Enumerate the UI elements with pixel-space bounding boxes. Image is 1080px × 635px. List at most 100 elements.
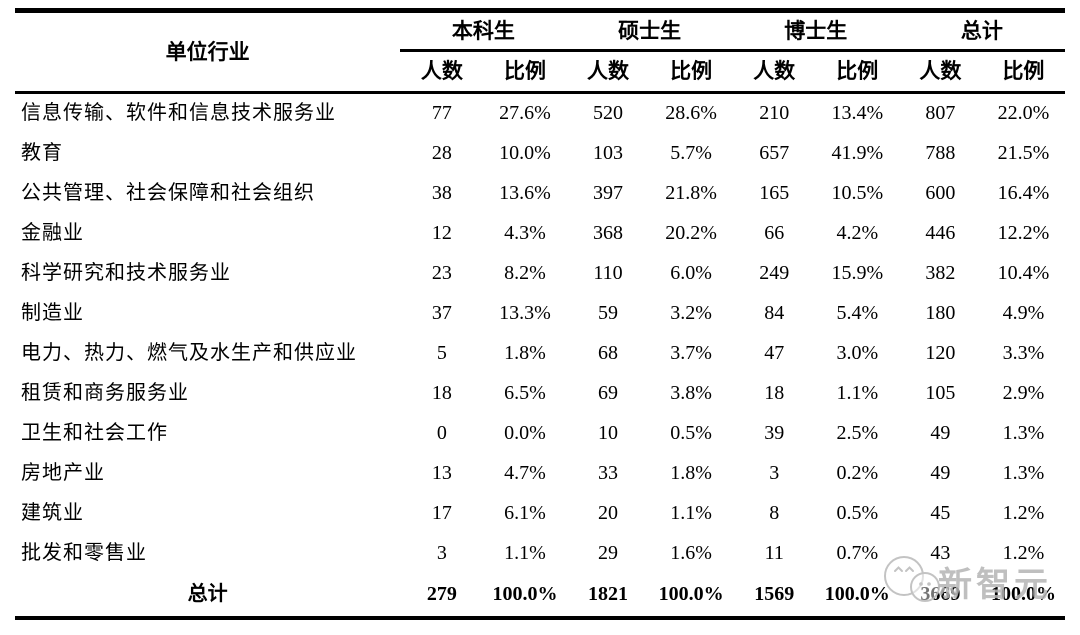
value-cell: 13.3% (499, 301, 551, 324)
value-cell: 0.7% (836, 541, 879, 564)
table-row: 公共管理、社会保障和社会组织 38 13.6% 397 21.8% 165 10… (15, 173, 1065, 213)
value-cell: 180 (925, 301, 956, 324)
value-cell: 43 (930, 541, 951, 564)
value-cell: 12 (431, 221, 452, 244)
value-cell: 3.7% (670, 341, 712, 364)
value-cell: 2.5% (836, 421, 879, 444)
industry-cell: 房地产业 (21, 461, 105, 484)
industry-cell: 制造业 (21, 301, 84, 324)
total-value-cell: 100.0% (658, 583, 724, 605)
value-cell: 4.2% (836, 221, 879, 244)
value-cell: 520 (593, 102, 624, 125)
value-cell: 18 (764, 381, 785, 404)
industry-cell: 租赁和商务服务业 (21, 381, 189, 404)
sub-header-count: 人数 (400, 50, 484, 94)
value-cell: 28 (431, 141, 452, 164)
value-cell: 3.8% (670, 381, 712, 404)
value-cell: 1.2% (1002, 541, 1045, 564)
value-cell: 16.4% (997, 181, 1050, 204)
value-cell: 1.1% (670, 501, 712, 524)
value-cell: 1.1% (836, 381, 879, 404)
table-row: 租赁和商务服务业 18 6.5% 69 3.8% 18 1.1% 105 2.9… (15, 373, 1065, 413)
group-header-doctoral: 博士生 (732, 10, 899, 52)
industry-cell: 科学研究和技术服务业 (21, 261, 231, 284)
industry-cell: 电力、热力、燃气及水生产和供应业 (21, 341, 357, 364)
value-cell: 4.9% (1002, 301, 1045, 324)
value-cell: 5.7% (670, 141, 712, 164)
value-cell: 1.3% (1002, 461, 1045, 484)
value-cell: 10.4% (997, 261, 1050, 284)
value-cell: 1.3% (1002, 421, 1045, 444)
value-cell: 13 (431, 461, 452, 484)
value-cell: 10.0% (499, 141, 551, 164)
value-cell: 5.4% (836, 301, 879, 324)
value-cell: 4.7% (504, 461, 546, 484)
value-cell: 18 (431, 381, 452, 404)
industry-cell: 建筑业 (21, 501, 84, 524)
value-cell: 657 (759, 141, 790, 164)
value-cell: 3 (769, 461, 780, 484)
value-cell: 17 (431, 501, 452, 524)
industry-cell: 批发和零售业 (21, 541, 147, 564)
value-cell: 49 (930, 421, 951, 444)
value-cell: 10.5% (831, 181, 884, 204)
value-cell: 59 (598, 301, 619, 324)
table-row: 建筑业 17 6.1% 20 1.1% 8 0.5% 45 1.2% (15, 493, 1065, 533)
value-cell: 6.0% (670, 261, 712, 284)
value-cell: 0 (436, 421, 447, 444)
industry-cell: 卫生和社会工作 (21, 421, 168, 444)
total-value-cell: 3669 (920, 583, 961, 605)
sub-header-ratio: 比例 (815, 50, 899, 94)
value-cell: 103 (593, 141, 624, 164)
value-cell: 21.5% (997, 141, 1050, 164)
value-cell: 4.3% (504, 221, 546, 244)
value-cell: 49 (930, 461, 951, 484)
value-cell: 397 (593, 181, 624, 204)
sub-header-ratio: 比例 (981, 50, 1065, 94)
value-cell: 12.2% (997, 221, 1050, 244)
value-cell: 23 (431, 261, 452, 284)
value-cell: 1.1% (504, 541, 546, 564)
value-cell: 11 (764, 541, 784, 564)
total-row: 总计 279 100.0% 1821 100.0% 1569 100.0% 36… (15, 573, 1065, 618)
value-cell: 3.0% (836, 341, 879, 364)
value-cell: 6.1% (504, 501, 546, 524)
value-cell: 22.0% (997, 102, 1050, 125)
value-cell: 13.4% (831, 102, 884, 125)
value-cell: 382 (925, 261, 956, 284)
value-cell: 68 (598, 341, 619, 364)
total-value-cell: 100.0% (492, 583, 558, 605)
value-cell: 368 (593, 221, 624, 244)
value-cell: 788 (925, 141, 956, 164)
value-cell: 3.3% (1002, 341, 1045, 364)
value-cell: 165 (759, 181, 790, 204)
value-cell: 77 (431, 102, 452, 125)
value-cell: 45 (930, 501, 951, 524)
value-cell: 105 (925, 381, 956, 404)
value-cell: 41.9% (831, 141, 884, 164)
total-value-cell: 279 (426, 583, 457, 605)
value-cell: 120 (925, 341, 956, 364)
value-cell: 446 (925, 221, 956, 244)
value-cell: 8 (769, 501, 780, 524)
value-cell: 13.6% (499, 181, 551, 204)
value-cell: 210 (759, 102, 790, 125)
value-cell: 47 (764, 341, 785, 364)
value-cell: 20 (598, 501, 619, 524)
value-cell: 37 (431, 301, 452, 324)
total-value-cell: 100.0% (824, 583, 890, 605)
table-row: 科学研究和技术服务业 23 8.2% 110 6.0% 249 15.9% 38… (15, 253, 1065, 293)
industry-cell: 金融业 (21, 221, 84, 244)
value-cell: 38 (431, 181, 452, 204)
industry-cell: 公共管理、社会保障和社会组织 (21, 181, 315, 204)
sub-header-ratio: 比例 (649, 50, 733, 94)
value-cell: 3 (436, 541, 447, 564)
total-value-cell: 1821 (588, 583, 629, 605)
table-row: 教育 28 10.0% 103 5.7% 657 41.9% 788 21.5% (15, 133, 1065, 173)
value-cell: 33 (598, 461, 619, 484)
value-cell: 5 (436, 341, 447, 364)
table-row: 批发和零售业 3 1.1% 29 1.6% 11 0.7% 43 1.2% (15, 533, 1065, 573)
table-row: 卫生和社会工作 0 0.0% 10 0.5% 39 2.5% 49 1.3% (15, 413, 1065, 453)
value-cell: 66 (764, 221, 785, 244)
